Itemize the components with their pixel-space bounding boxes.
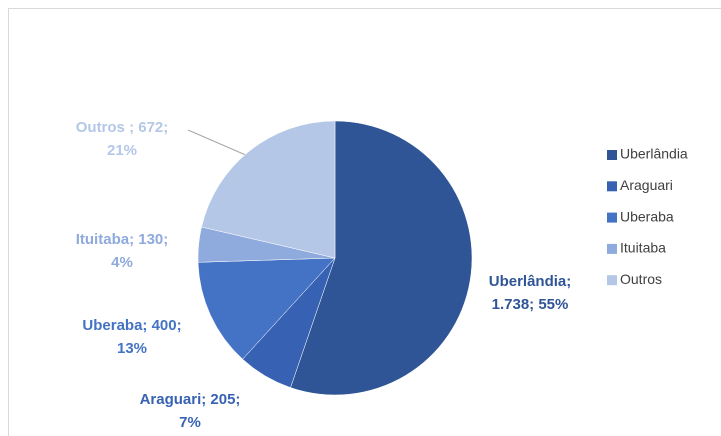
data-label: Uberlândia; [489,273,572,290]
pie-slice [201,120,336,259]
legend-label: Araguari [620,177,673,193]
legend-swatch [607,275,617,286]
legend-label: Outros [620,271,662,287]
legend-label: Ituitaba [620,240,666,256]
data-label: 13% [117,340,147,357]
legend-label: Uberaba [620,208,674,224]
data-label: 21% [107,142,137,159]
data-label: Uberaba; 400; [82,317,181,334]
data-label: 4% [111,254,133,271]
data-label: Araguari; 205; [140,391,241,408]
legend-swatch [607,181,617,192]
legend-label: Uberlândia [620,146,688,162]
pie-slice [197,257,336,360]
data-label: Ituitaba; 130; [76,231,169,248]
legend-swatch [607,150,617,160]
pie-slice [290,120,473,396]
leader-line [187,129,249,157]
data-label: Outros ; 672; [76,119,169,136]
data-label: 1.738; 55% [492,296,569,313]
legend-swatch [607,212,617,223]
data-label: 7% [179,414,201,431]
legend-swatch [607,243,617,254]
